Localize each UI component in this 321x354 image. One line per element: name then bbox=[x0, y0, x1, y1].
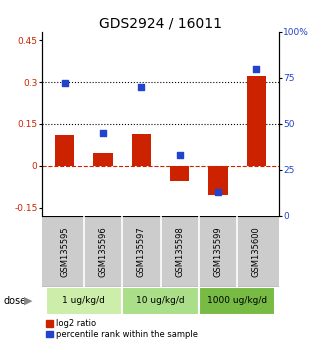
Text: GSM135595: GSM135595 bbox=[60, 226, 69, 277]
Text: GSM135600: GSM135600 bbox=[252, 226, 261, 277]
Title: GDS2924 / 16011: GDS2924 / 16011 bbox=[99, 17, 222, 31]
Text: ▶: ▶ bbox=[24, 296, 32, 306]
Bar bbox=[170, 166, 189, 181]
Point bbox=[177, 152, 182, 158]
Bar bbox=[46, 287, 122, 315]
Bar bbox=[55, 135, 74, 166]
Point bbox=[139, 84, 144, 90]
Text: 1000 ug/kg/d: 1000 ug/kg/d bbox=[207, 296, 267, 306]
Text: GSM135598: GSM135598 bbox=[175, 226, 184, 277]
Text: GSM135596: GSM135596 bbox=[99, 226, 108, 277]
Bar bbox=[247, 76, 266, 166]
Legend: log2 ratio, percentile rank within the sample: log2 ratio, percentile rank within the s… bbox=[46, 319, 198, 339]
Text: GSM135599: GSM135599 bbox=[213, 226, 222, 277]
Text: dose: dose bbox=[3, 296, 26, 306]
Bar bbox=[208, 166, 228, 195]
Point bbox=[254, 66, 259, 72]
Text: 1 ug/kg/d: 1 ug/kg/d bbox=[63, 296, 105, 306]
Point bbox=[215, 189, 221, 195]
Bar bbox=[199, 287, 275, 315]
Bar bbox=[132, 134, 151, 166]
Point bbox=[100, 130, 106, 136]
Bar bbox=[122, 287, 199, 315]
Bar bbox=[93, 153, 113, 166]
Point bbox=[62, 81, 67, 86]
Text: 10 ug/kg/d: 10 ug/kg/d bbox=[136, 296, 185, 306]
Text: GSM135597: GSM135597 bbox=[137, 226, 146, 277]
